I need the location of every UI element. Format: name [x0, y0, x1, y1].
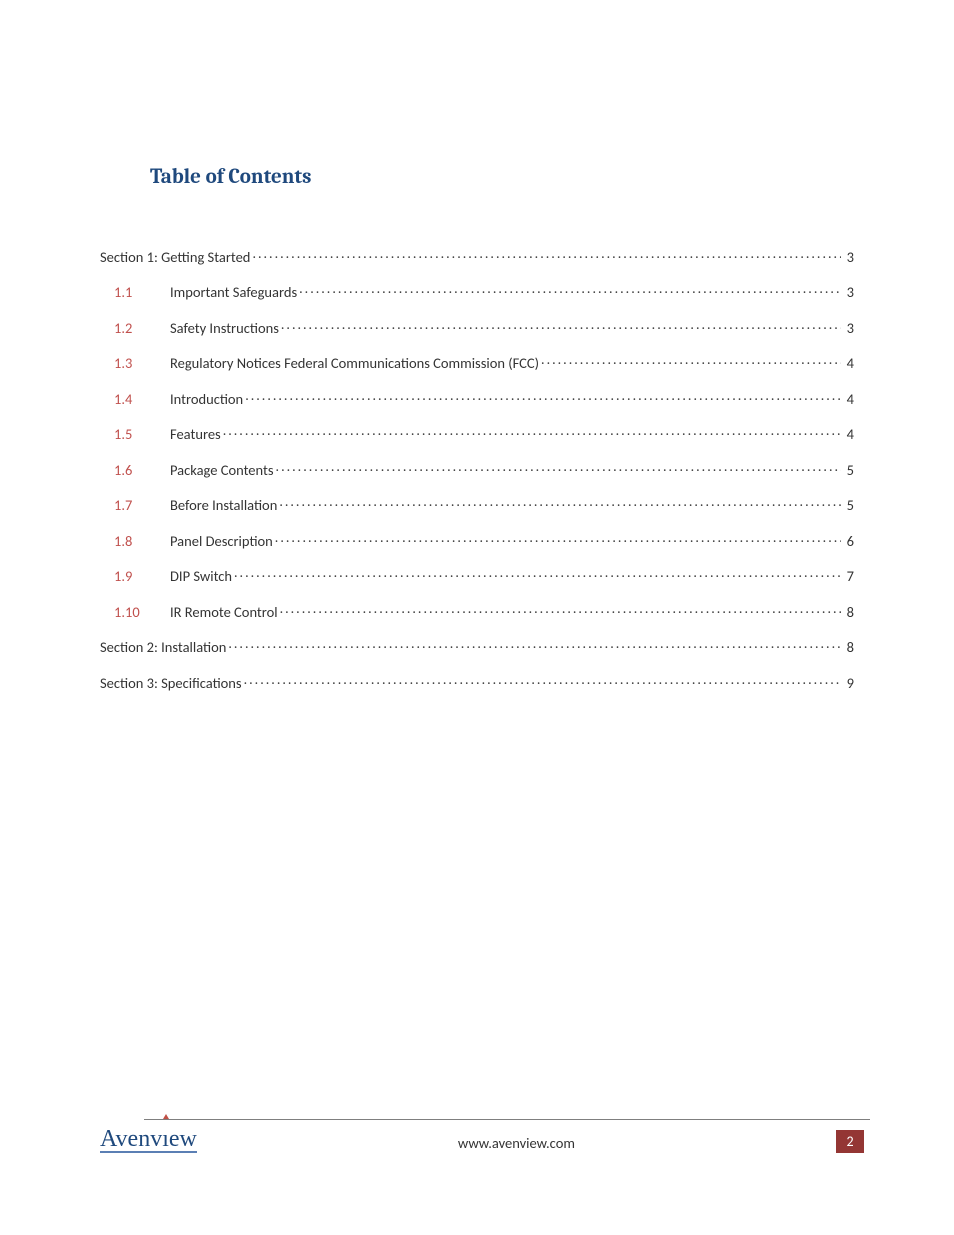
- toc-row[interactable]: 1.7Before Installation 5: [100, 496, 854, 515]
- toc-row[interactable]: 1.2Safety Instructions 3: [100, 318, 854, 337]
- toc-row[interactable]: 1.3Regulatory Notices Federal Communicat…: [100, 354, 854, 373]
- toc-label: Panel Description: [170, 532, 273, 550]
- toc-leader: [244, 673, 841, 688]
- page-number-badge: 2: [836, 1130, 864, 1153]
- toc-row[interactable]: Section 1: Getting Started 3: [100, 247, 854, 266]
- toc-label: Features: [170, 425, 221, 443]
- toc-row[interactable]: 1.10IR Remote Control 8: [100, 602, 854, 621]
- toc-number: 1.6: [114, 461, 170, 479]
- toc-leader: [276, 460, 841, 475]
- toc-number: 1.10: [114, 603, 170, 621]
- toc-page: 6: [843, 532, 854, 550]
- toc-number: 1.2: [114, 319, 170, 337]
- toc-leader: [245, 389, 840, 404]
- toc-page: 3: [843, 319, 854, 337]
- toc-label: Safety Instructions: [170, 319, 279, 337]
- toc-number: 1.3: [114, 354, 170, 372]
- toc-leader: [279, 496, 840, 511]
- toc-leader: [275, 531, 841, 546]
- toc-leader: [252, 247, 840, 262]
- toc-page: 4: [843, 354, 854, 372]
- toc-page: 9: [843, 674, 854, 692]
- toc-leader: [299, 283, 841, 298]
- toc-row[interactable]: 1.9DIP Switch 7: [100, 567, 854, 586]
- toc-label: Regulatory Notices Federal Communication…: [170, 354, 539, 372]
- toc-leader: [228, 638, 840, 653]
- toc-label: DIP Switch: [170, 567, 232, 585]
- toc-label: Section 1: Getting Started: [100, 248, 250, 266]
- footer-rule: [144, 1119, 870, 1120]
- toc-page: 4: [843, 425, 854, 443]
- toc-label: Before Installation: [170, 496, 277, 514]
- toc-page: 3: [843, 283, 854, 301]
- toc-row[interactable]: 1.8Panel Description 6: [100, 531, 854, 550]
- toc-list: Section 1: Getting Started31.1Important …: [100, 247, 854, 692]
- toc-page: 5: [843, 461, 854, 479]
- toc-title: Table of Contents: [150, 165, 854, 189]
- toc-number: 1.8: [114, 532, 170, 550]
- toc-page: 4: [843, 390, 854, 408]
- toc-number: 1.7: [114, 496, 170, 514]
- toc-leader: [541, 354, 841, 369]
- toc-label: Section 2: Installation: [100, 638, 226, 656]
- toc-leader: [281, 318, 841, 333]
- footer-url: www.avenview.com: [458, 1134, 575, 1152]
- toc-row[interactable]: Section 3: Specifications 9: [100, 673, 854, 692]
- toc-page: 8: [843, 603, 854, 621]
- toc-row[interactable]: 1.5Features 4: [100, 425, 854, 444]
- toc-row[interactable]: 1.6Package Contents 5: [100, 460, 854, 479]
- brand-logo: Avenvıew: [100, 1127, 197, 1153]
- page-footer: Avenvıew www.avenview.com 2: [100, 1127, 864, 1153]
- toc-label: Package Contents: [170, 461, 274, 479]
- toc-number: 1.1: [114, 283, 170, 301]
- toc-leader: [223, 425, 841, 440]
- toc-label: IR Remote Control: [170, 603, 278, 621]
- toc-page: 5: [843, 496, 854, 514]
- toc-number: 1.4: [114, 390, 170, 408]
- toc-number: 1.5: [114, 425, 170, 443]
- toc-number: 1.9: [114, 567, 170, 585]
- toc-leader: [234, 567, 841, 582]
- toc-page: 8: [843, 638, 854, 656]
- toc-page: 3: [843, 248, 854, 266]
- page-body: Table of Contents Section 1: Getting Sta…: [0, 0, 954, 692]
- toc-label: Important Safeguards: [170, 283, 297, 301]
- toc-page: 7: [843, 567, 854, 585]
- toc-label: Section 3: Specifications: [100, 674, 242, 692]
- toc-row[interactable]: 1.1Important Safeguards 3: [100, 283, 854, 302]
- toc-label: Introduction: [170, 390, 243, 408]
- toc-row[interactable]: 1.4Introduction 4: [100, 389, 854, 408]
- toc-row[interactable]: Section 2: Installation 8: [100, 638, 854, 657]
- brand-accent-icon: ı: [162, 1127, 169, 1151]
- toc-leader: [280, 602, 841, 617]
